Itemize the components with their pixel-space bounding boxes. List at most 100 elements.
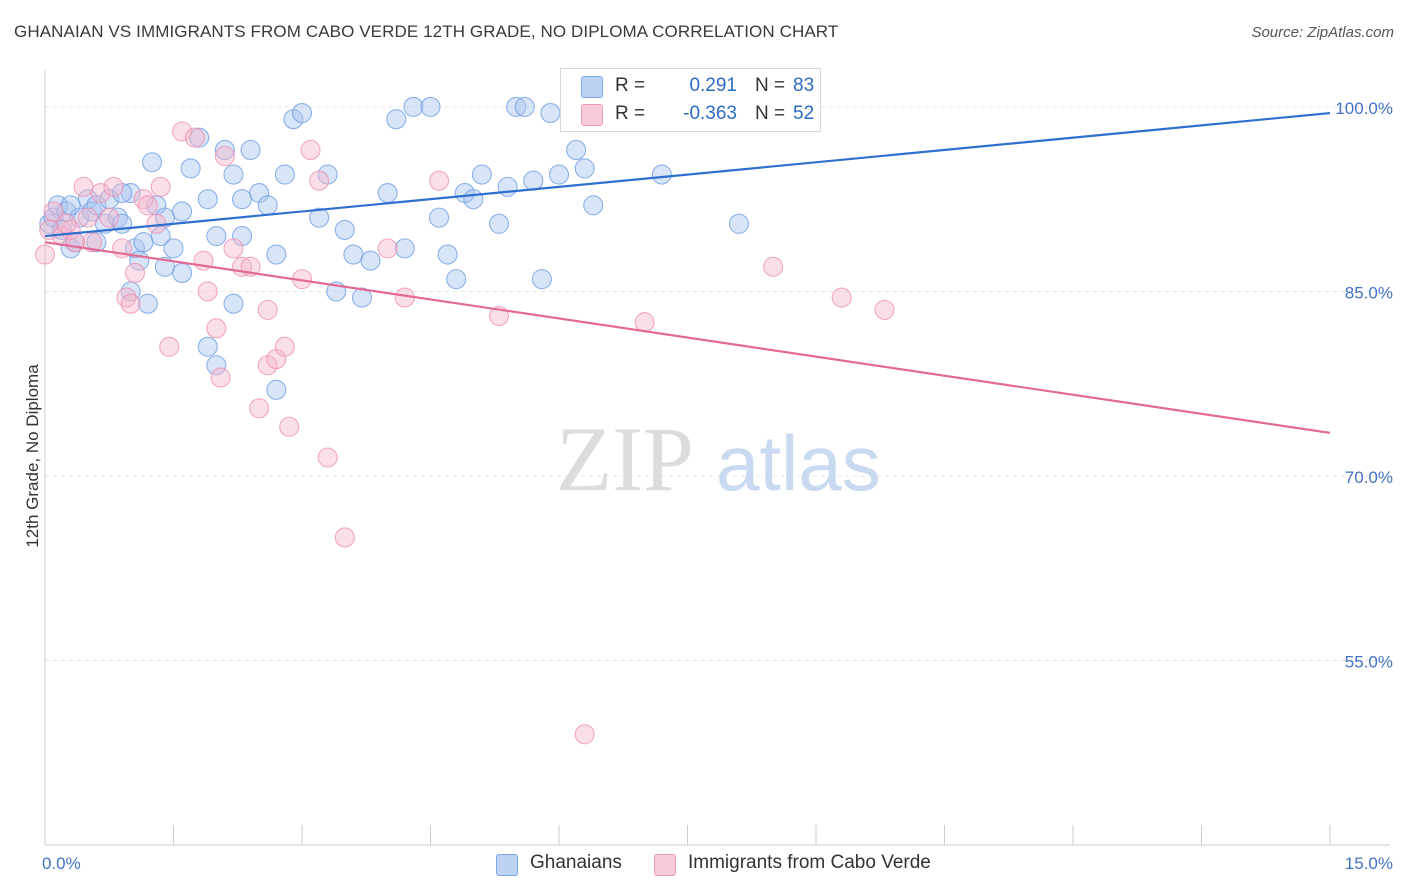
ghanaian-point <box>231 189 253 210</box>
y-tick-label: 85.0% <box>1345 283 1393 302</box>
ghanaian-point <box>142 152 163 173</box>
cabo-verde-point <box>309 170 330 191</box>
cabo-verde-point <box>77 207 98 228</box>
bottom-legend-swatch-blue <box>496 854 518 876</box>
legend-n-label: N = <box>755 75 786 96</box>
cabo-verde-point <box>300 139 321 161</box>
ghanaian-point <box>446 269 467 290</box>
cabo-verde-point <box>82 232 103 253</box>
y-tick-label: 70.0% <box>1345 468 1393 487</box>
cabo-verde-point <box>184 127 205 148</box>
ghanaian-point <box>351 287 373 308</box>
x-tick-label: 0.0% <box>42 854 81 873</box>
ghanaian-point <box>86 232 107 253</box>
cabo-verde-point <box>99 207 120 228</box>
ghanaian-point <box>429 207 450 228</box>
legend-swatch-blue <box>581 76 603 98</box>
ghanaian-point <box>133 232 154 253</box>
ghanaian-point <box>154 256 175 277</box>
legend-r-value: -0.363 <box>683 103 737 124</box>
cabo-verde-point <box>197 281 218 302</box>
cabo-verde-point <box>274 336 295 357</box>
cabo-verde-point <box>64 232 86 253</box>
ghanaian-point <box>471 164 492 185</box>
cabo-verde-point <box>377 238 398 259</box>
ghanaian-trend-line <box>44 111 1331 238</box>
watermark: ZIP atlas <box>556 408 881 510</box>
cabo-verde-point <box>120 293 141 314</box>
cabo-verde-point <box>210 367 231 388</box>
y-tick-label: 55.0% <box>1345 652 1393 671</box>
ghanaian-point <box>291 103 313 124</box>
correlation-legend: R = 0.291 N = 83 R = -0.363 N = 52 <box>560 68 821 132</box>
cabo-verde-point <box>137 195 158 216</box>
ghanaian-point <box>334 219 355 240</box>
ghanaian-point <box>172 201 193 222</box>
ghanaian-point <box>266 244 287 265</box>
cabo-verde-point <box>249 398 270 419</box>
bottom-legend-label: Immigrants from Cabo Verde <box>688 852 931 873</box>
ghanaian-point <box>420 96 441 117</box>
ghanaian-point <box>274 164 295 185</box>
legend-n-value: 83 <box>793 75 815 96</box>
cabo-verde-point <box>150 176 171 197</box>
x-tick-label: 15.0% <box>1345 854 1393 873</box>
ghanaian-point <box>506 96 527 117</box>
cabo-verde-point <box>874 299 895 320</box>
ghanaian-point <box>360 250 381 271</box>
ghanaian-point <box>566 139 587 161</box>
ghanaian-point <box>240 139 261 161</box>
ghanaian-point <box>180 158 201 179</box>
cabo-verde-point <box>279 416 300 437</box>
cabo-verde-point <box>159 336 180 357</box>
cabo-verde-point <box>334 527 355 548</box>
ghanaian-point <box>488 213 510 234</box>
ghanaian-point <box>583 195 604 216</box>
ghanaian-point <box>214 139 235 161</box>
ghanaian-point <box>377 182 398 204</box>
cabo-verde-point <box>214 146 235 167</box>
ghanaian-point <box>137 293 158 314</box>
cabo-verde-point <box>103 176 124 197</box>
source-label: Source: ZipAtlas.com <box>1251 24 1394 41</box>
cabo-verde-point <box>206 318 227 339</box>
legend-swatch-pink <box>581 104 603 126</box>
legend-r-value: 0.291 <box>689 75 737 96</box>
ghanaian-point <box>651 164 672 185</box>
cabo-verde-point <box>831 287 852 308</box>
cabo-verde-point <box>763 256 784 277</box>
ghanaian-point <box>223 164 244 185</box>
ghanaian-point <box>197 336 218 357</box>
cabo-verde-trend-line <box>44 241 1331 434</box>
legend-n-value: 52 <box>793 103 815 124</box>
cabo-verde-point <box>56 213 77 234</box>
ghanaian-point <box>574 158 595 179</box>
cabo-verde-point <box>223 238 244 259</box>
y-tick-label: 100.0% <box>1335 99 1393 118</box>
cabo-verde-point <box>90 182 111 204</box>
ghanaian-point <box>386 109 407 130</box>
cabo-verde-point <box>73 176 94 197</box>
bottom-legend-swatch-pink <box>654 854 676 876</box>
cabo-verde-point <box>43 201 64 222</box>
chart-title: GHANAIAN VS IMMIGRANTS FROM CABO VERDE 1… <box>14 22 839 41</box>
cabo-verde-point <box>429 170 450 191</box>
ghanaian-point <box>394 238 415 259</box>
legend-r-label: R = <box>615 75 646 96</box>
cabo-verde-point <box>257 299 278 320</box>
ghanaian-point <box>309 207 330 228</box>
ghanaian-point <box>206 355 227 376</box>
ghanaian-point <box>463 189 484 210</box>
ghanaian-point <box>223 293 244 314</box>
ghanaian-point <box>257 195 278 216</box>
cabo-verde-point <box>124 262 145 284</box>
cabo-verde-point <box>634 312 655 333</box>
cabo-verde-point <box>172 121 193 142</box>
ghanaian-point <box>343 244 364 265</box>
ghanaian-point <box>60 195 81 216</box>
ghanaian-point <box>197 189 218 210</box>
watermark-atlas: atlas <box>716 419 881 507</box>
ghanaian-point <box>206 226 227 247</box>
ghanaian-point <box>266 379 287 400</box>
